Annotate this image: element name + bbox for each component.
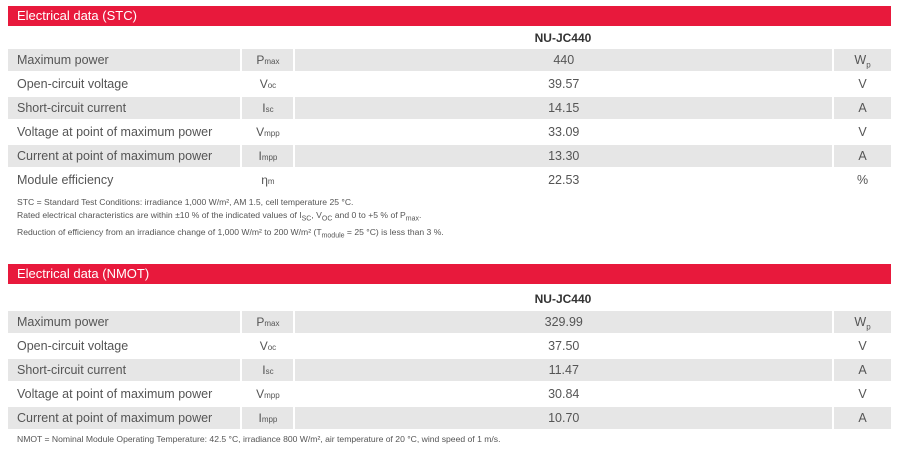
table-row: Open-circuit voltage Voc 39.57 V — [8, 73, 891, 97]
param-unit: A — [834, 97, 891, 119]
param-symbol: Isc — [242, 359, 294, 381]
param-unit: A — [834, 359, 891, 381]
table-row: Current at point of maximum power Impp 1… — [8, 145, 891, 169]
param-unit: Wp — [834, 49, 891, 71]
nmot-header: Electrical data (NMOT) — [8, 264, 891, 284]
param-unit: V — [858, 387, 867, 401]
table-row: Current at point of maximum power Impp 1… — [8, 407, 891, 431]
table-row: Maximum power Pmax 329.99 Wp — [8, 311, 891, 335]
note-line: Reduction of efficiency from an irradian… — [17, 226, 444, 240]
param-label: Open-circuit voltage — [17, 77, 129, 91]
nmot-table: Maximum power Pmax 329.99 Wp Open-circuit… — [8, 311, 891, 431]
param-label: Short-circuit current — [8, 359, 241, 381]
param-label: Module efficiency — [17, 173, 114, 187]
param-symbol: Voc — [259, 339, 277, 353]
param-symbol: Vmpp — [256, 387, 280, 401]
param-label: Current at point of maximum power — [8, 145, 241, 167]
note-line: STC = Standard Test Conditions: irradian… — [17, 197, 354, 207]
table-row: Voltage at point of maximum power Vmpp 3… — [8, 383, 891, 407]
param-unit: V — [858, 77, 867, 91]
param-value: 10.70 — [295, 407, 833, 429]
param-value: 329.99 — [295, 311, 833, 333]
param-unit: V — [858, 339, 867, 353]
param-value: 37.50 — [548, 339, 580, 353]
param-symbol: ηm — [261, 173, 275, 187]
table-row: Open-circuit voltage Voc 37.50 V — [8, 335, 891, 359]
param-value: 14.15 — [295, 97, 833, 119]
nmot-model-name: NU-JC440 — [534, 292, 592, 306]
param-symbol: Isc — [242, 97, 294, 119]
param-unit: A — [834, 407, 891, 429]
note-line: Rated electrical characteristics are wit… — [17, 209, 422, 223]
stc-table: Maximum power Pmax 440 Wp Open-circuit vo… — [8, 49, 891, 193]
param-symbol: Pmax — [242, 49, 294, 71]
table-row: Short-circuit current Isc 11.47 A — [8, 359, 891, 383]
param-value: 11.47 — [295, 359, 833, 381]
param-value: 440 — [295, 49, 833, 71]
param-label: Maximum power — [8, 49, 241, 71]
param-symbol: Voc — [259, 77, 277, 91]
table-row: Maximum power Pmax 440 Wp — [8, 49, 891, 73]
param-label: Short-circuit current — [8, 97, 241, 119]
stc-notes: STC = Standard Test Conditions: irradian… — [17, 196, 444, 243]
param-value: 13.30 — [295, 145, 833, 167]
stc-header: Electrical data (STC) — [8, 6, 891, 26]
table-row: Voltage at point of maximum power Vmpp 3… — [8, 121, 891, 145]
param-unit: Wp — [834, 311, 891, 333]
stc-model-name: NU-JC440 — [534, 31, 592, 45]
param-label: Current at point of maximum power — [8, 407, 241, 429]
table-row: Short-circuit current Isc 14.15 A — [8, 97, 891, 121]
param-symbol: Vmpp — [256, 125, 280, 139]
param-value: 22.53 — [548, 173, 580, 187]
param-label: Maximum power — [8, 311, 241, 333]
param-symbol: Pmax — [242, 311, 294, 333]
nmot-notes: NMOT = Nominal Module Operating Temperat… — [17, 433, 500, 446]
param-unit: % — [857, 173, 869, 187]
param-label: Voltage at point of maximum power — [17, 387, 213, 401]
param-label: Voltage at point of maximum power — [17, 125, 213, 139]
param-value: 33.09 — [548, 125, 580, 139]
note-line: NMOT = Nominal Module Operating Temperat… — [17, 434, 501, 444]
param-label: Open-circuit voltage — [17, 339, 129, 353]
param-unit: V — [858, 125, 867, 139]
table-row: Module efficiency ηm 22.53 % — [8, 169, 891, 193]
param-unit: A — [834, 145, 891, 167]
param-symbol: Impp — [242, 407, 294, 429]
param-value: 30.84 — [548, 387, 580, 401]
param-value: 39.57 — [548, 77, 580, 91]
param-symbol: Impp — [242, 145, 294, 167]
